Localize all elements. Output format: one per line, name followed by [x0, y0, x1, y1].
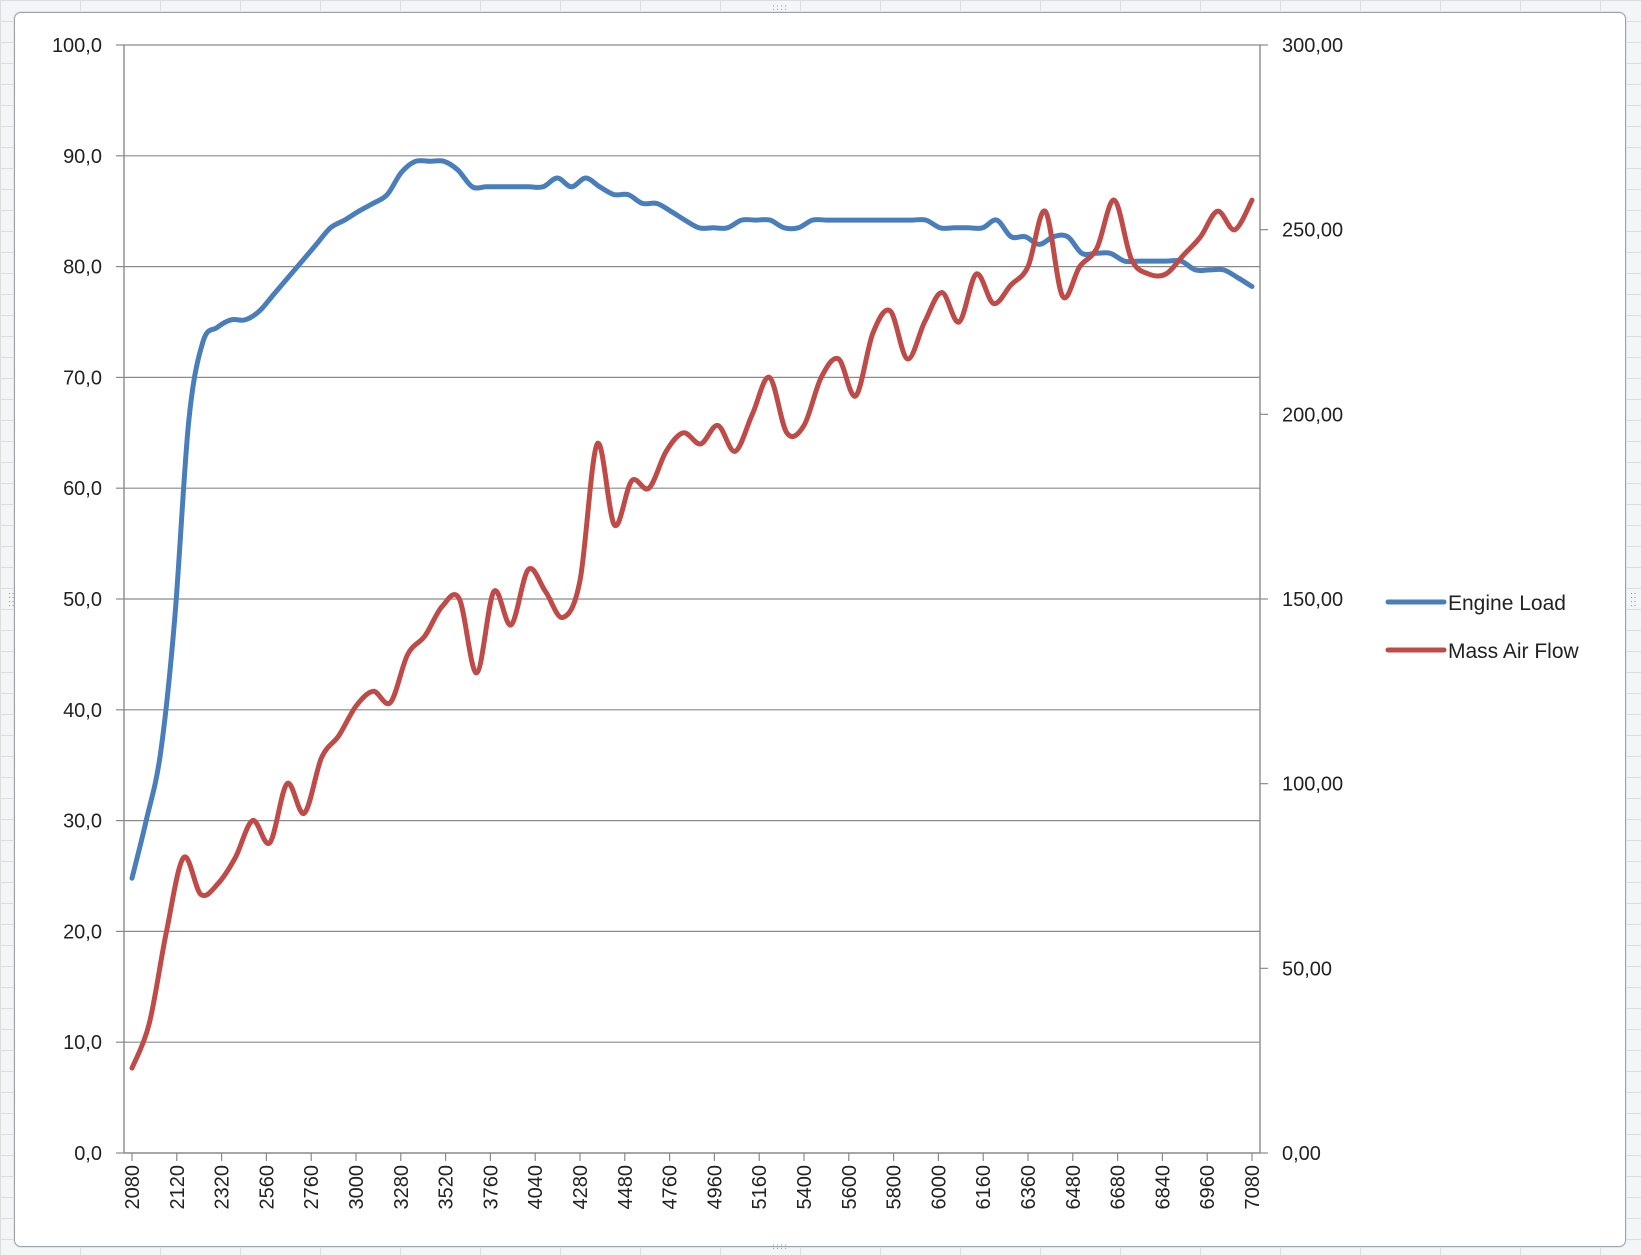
y-left-tick-label: 70,0	[63, 367, 102, 389]
y-right-axis: 0,00 50,00 100,00 150,00 200,00 250,00 300,00	[1260, 35, 1343, 1165]
y-left-tick-label: 0,0	[74, 1143, 102, 1165]
x-tick-label: 5160	[749, 1165, 771, 1210]
x-axis: 2080 2120 2320 2560 2760 3000 3280 3520 3760 4040…	[122, 1153, 1264, 1210]
x-tick-label: 3520	[436, 1165, 458, 1210]
resize-handle-right[interactable]: ::::	[1628, 592, 1638, 609]
x-tick-label: 3000	[346, 1165, 368, 1210]
series-line-engine-load	[129, 158, 1255, 881]
x-tick-label: 5400	[794, 1165, 816, 1210]
y-left-tick-label: 50,0	[63, 589, 102, 611]
y-right-tick-label: 0,00	[1282, 1143, 1321, 1165]
x-tick-label: 4280	[570, 1165, 592, 1210]
resize-handle-top[interactable]: ::::	[772, 3, 789, 13]
x-tick-label: 7080	[1242, 1165, 1264, 1210]
y-left-tick-label: 90,0	[63, 146, 102, 168]
y-right-tick-label: 100,00	[1282, 774, 1343, 796]
y-right-tick-label: 150,00	[1282, 589, 1343, 611]
legend-label-engine-load: Engine Load	[1448, 592, 1566, 615]
y-left-tick-label: 20,0	[63, 921, 102, 943]
y-right-tick-label: 50,00	[1282, 958, 1332, 980]
x-tick-label: 5800	[884, 1165, 906, 1210]
y-left-axis: 0,0 10,0 20,0 30,0 40,0 50,0 60,0 70,0 80,0 90,0 1…	[52, 35, 124, 1165]
x-tick-label: 2760	[301, 1165, 323, 1210]
x-tick-label: 5600	[839, 1165, 861, 1210]
x-tick-label: 2320	[212, 1165, 234, 1210]
series-line-mass-air-flow	[129, 197, 1255, 1071]
x-tick-label: 6960	[1197, 1165, 1219, 1210]
x-tick-label: 6160	[973, 1165, 995, 1210]
legend: Engine Load Mass Air Flow	[1385, 592, 1580, 663]
y-left-tick-label: 30,0	[63, 811, 102, 833]
x-tick-label: 6840	[1152, 1165, 1174, 1210]
y-left-tick-label: 100,0	[52, 35, 102, 57]
resize-handle-left[interactable]: ::::	[6, 592, 16, 609]
gridlines	[124, 44, 1260, 1043]
y-right-tick-label: 250,00	[1282, 220, 1343, 242]
x-tick-label: 2560	[256, 1165, 278, 1210]
y-left-tick-label: 80,0	[63, 257, 102, 279]
x-tick-label: 4960	[704, 1165, 726, 1210]
y-right-tick-label: 300,00	[1282, 35, 1343, 57]
series-layer	[129, 158, 1255, 1071]
x-tick-label: 6680	[1108, 1165, 1130, 1210]
x-tick-label: 4040	[525, 1165, 547, 1210]
x-tick-label: 4760	[660, 1165, 682, 1210]
x-tick-label: 2080	[122, 1165, 144, 1210]
x-tick-label: 6360	[1018, 1165, 1040, 1210]
y-left-tick-label: 10,0	[63, 1032, 102, 1054]
x-tick-label: 2120	[167, 1165, 189, 1210]
y-right-tick-label: 200,00	[1282, 404, 1343, 426]
legend-label-mass-air-flow: Mass Air Flow	[1448, 640, 1580, 663]
x-tick-label: 4480	[615, 1165, 637, 1210]
resize-handle-bottom[interactable]: ::::	[772, 1242, 789, 1252]
x-tick-label: 3760	[480, 1165, 502, 1210]
y-left-tick-label: 60,0	[63, 478, 102, 500]
y-left-tick-label: 40,0	[63, 700, 102, 722]
x-tick-label: 6480	[1063, 1165, 1085, 1210]
x-tick-label: 3280	[391, 1165, 413, 1210]
x-tick-label: 6000	[928, 1165, 950, 1210]
